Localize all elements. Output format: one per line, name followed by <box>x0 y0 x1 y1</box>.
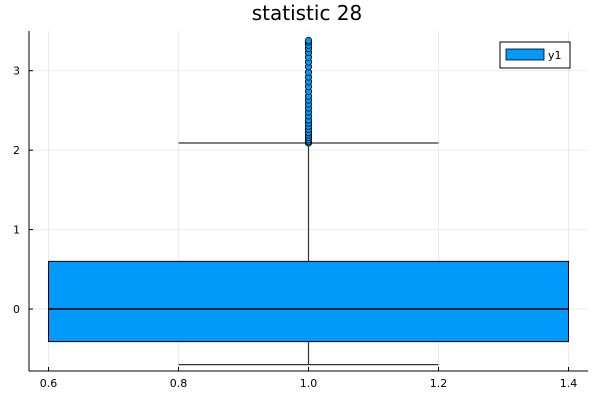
plot-area <box>48 36 569 366</box>
x-tick-label: 1.0 <box>300 377 318 390</box>
x-tick-label: 0.6 <box>40 377 58 390</box>
y-tick-label: 0 <box>13 303 20 316</box>
x-tick-labels: 0.6 0.8 1.0 1.2 1.4 <box>40 377 578 390</box>
axes <box>28 31 588 372</box>
legend: y1 <box>499 41 571 69</box>
y-tick-labels: 0 1 2 3 <box>13 65 20 316</box>
x-tick-label: 0.8 <box>170 377 188 390</box>
legend-swatch <box>505 48 545 61</box>
x-tick-label: 1.4 <box>560 377 578 390</box>
y-tick-label: 2 <box>13 144 20 157</box>
y-tick-label: 3 <box>13 65 20 78</box>
outlier-point <box>304 36 313 45</box>
chart-title: statistic 28 <box>252 1 363 25</box>
x-tick-label: 1.2 <box>430 377 448 390</box>
legend-label: y1 <box>548 49 562 62</box>
iqr-box <box>48 260 569 343</box>
y-tick-label: 1 <box>13 224 20 237</box>
